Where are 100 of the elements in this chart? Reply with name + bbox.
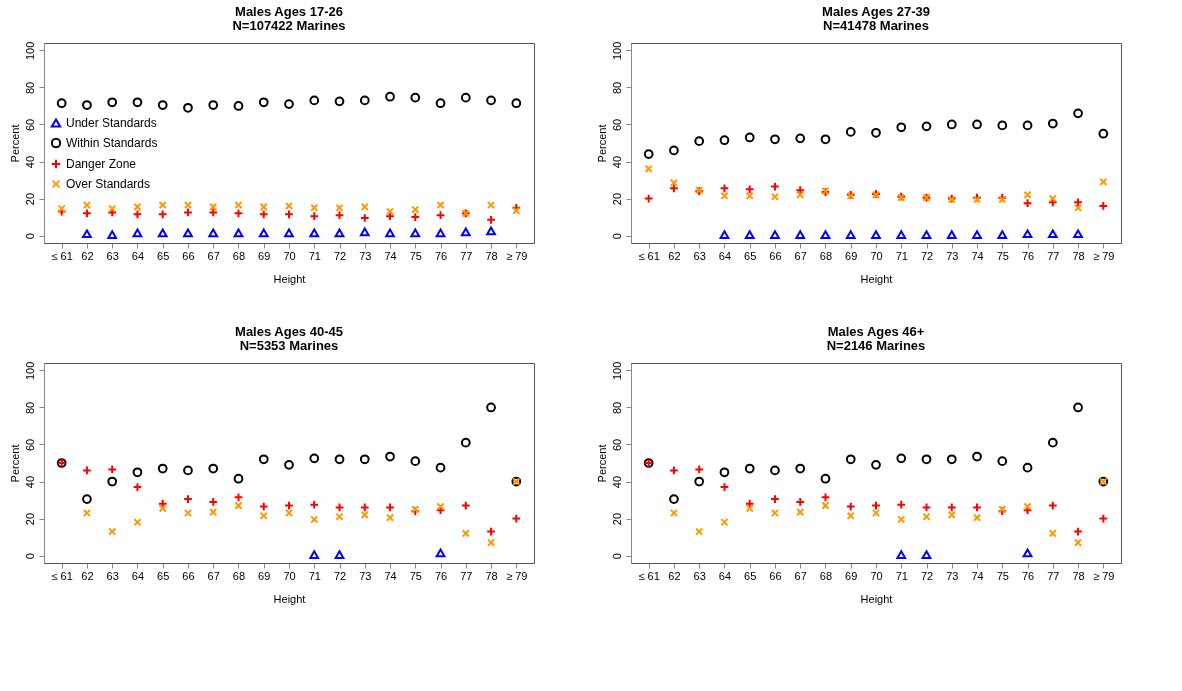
point [284, 508, 294, 518]
legend-label: Danger Zone [66, 157, 137, 171]
x-tick-label: 78 [1072, 249, 1085, 262]
point [385, 513, 395, 522]
x-tick-label: 63 [693, 249, 706, 262]
point [821, 501, 830, 510]
point [258, 454, 269, 465]
point [972, 119, 982, 130]
point [643, 149, 654, 159]
point [360, 202, 369, 211]
point [208, 100, 219, 110]
x-tick-label: 62 [668, 249, 681, 262]
x-tick-label: 69 [845, 249, 858, 262]
x-tick-label: 68 [232, 249, 246, 262]
point [82, 229, 92, 239]
y-tick-label: 100 [610, 361, 623, 381]
point [719, 467, 730, 478]
point [896, 230, 907, 240]
x-tick-label: ≥ 79 [506, 569, 528, 582]
point [946, 454, 957, 465]
point [435, 98, 446, 109]
point [410, 228, 421, 238]
point [359, 95, 370, 106]
x-tick-label: 74 [384, 249, 397, 262]
x-tick-label: 75 [996, 569, 1009, 582]
y-axis-title: Percent [595, 444, 608, 483]
x-tick-label: 64 [718, 249, 732, 262]
y-tick-label: 0 [610, 233, 623, 240]
y-tick-label: 80 [23, 81, 36, 95]
point [972, 513, 982, 522]
point [359, 227, 370, 237]
x-tick-label: 76 [1021, 249, 1035, 262]
point [1073, 197, 1083, 208]
point [183, 228, 193, 238]
x-tick-label: 77 [460, 249, 473, 262]
point [284, 459, 294, 470]
x-tick-label: 65 [744, 249, 757, 262]
point [435, 228, 446, 238]
point [385, 91, 395, 102]
point [871, 459, 881, 470]
point [157, 209, 168, 220]
y-tick-label: 0 [23, 233, 36, 240]
point [1047, 229, 1058, 239]
point [486, 402, 496, 413]
point [921, 121, 932, 132]
x-tick-label: 73 [946, 249, 959, 262]
point [669, 494, 679, 504]
point [511, 98, 522, 109]
point [334, 96, 345, 107]
x-tick-label: ≥ 79 [1093, 569, 1115, 582]
point [972, 230, 982, 240]
x-tick-label: ≤ 61 [638, 569, 660, 582]
point [896, 550, 907, 560]
point [209, 507, 218, 517]
point [132, 97, 143, 108]
x-axis-title: Height [860, 272, 893, 285]
x-tick-label: 74 [384, 569, 397, 582]
point [410, 212, 421, 222]
point [946, 119, 957, 130]
x-tick-label: 67 [794, 569, 807, 582]
x-tick-label: 63 [106, 249, 119, 262]
y-tick-label: 60 [610, 118, 623, 132]
x-tick-label: 64 [131, 249, 145, 262]
x-tick-label: 67 [207, 569, 220, 582]
point [157, 228, 168, 238]
point [744, 184, 755, 195]
point [385, 228, 395, 238]
x-tick-label: 78 [1072, 569, 1085, 582]
point [82, 208, 92, 219]
point [460, 437, 471, 448]
x-tick-label: 74 [971, 569, 984, 582]
y-tick-label: 20 [610, 512, 623, 526]
x-tick-label: 75 [996, 249, 1009, 262]
point [1023, 502, 1032, 511]
point [719, 230, 730, 240]
x-tick-label: 67 [794, 249, 807, 262]
point [845, 454, 856, 465]
point [744, 230, 755, 240]
x-axis-title: Height [273, 272, 306, 285]
x-tick-label: 66 [182, 569, 195, 582]
point [284, 99, 294, 109]
point [1022, 462, 1033, 473]
point [1047, 437, 1058, 448]
x-tick-label: 70 [870, 569, 883, 582]
x-tick-label: 78 [485, 569, 498, 582]
point [82, 100, 92, 110]
point [947, 510, 956, 519]
x-tick-label: 73 [359, 249, 372, 262]
x-tick-label: 63 [693, 569, 706, 582]
point [1073, 108, 1083, 119]
point [1098, 128, 1109, 139]
point [1047, 118, 1058, 129]
point [258, 97, 269, 108]
point [233, 473, 244, 484]
point [360, 510, 369, 519]
y-tick-label: 0 [610, 553, 623, 560]
point [694, 136, 705, 147]
point [669, 508, 679, 518]
point [335, 512, 344, 521]
point [770, 494, 780, 504]
